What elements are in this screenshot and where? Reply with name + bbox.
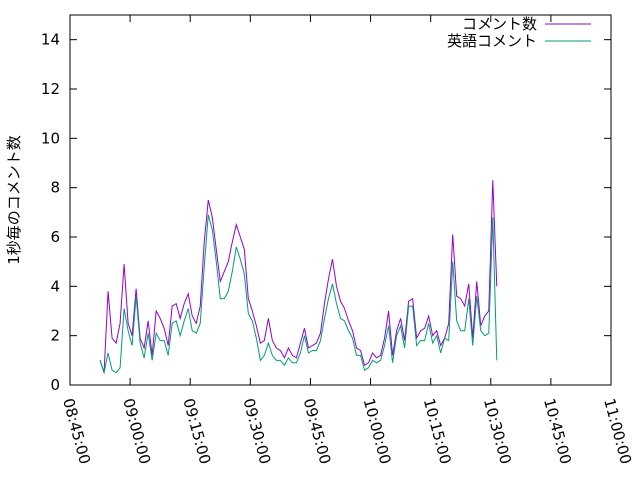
y-axis-label: 1秒毎のコメント数 bbox=[5, 135, 23, 265]
legend-label-english-comments: 英語コメント bbox=[447, 32, 537, 50]
y-tick-label-0: 0 bbox=[50, 376, 60, 394]
y-tick-label-1: 2 bbox=[50, 327, 60, 345]
y-tick-label-2: 4 bbox=[50, 277, 60, 295]
plot-frame bbox=[69, 14, 612, 386]
y-tick-label-6: 12 bbox=[41, 80, 60, 98]
series-comments-line bbox=[99, 180, 498, 373]
legend: コメント数 英語コメント bbox=[447, 15, 591, 50]
y-axis: 0 2 4 6 8 10 12 14 bbox=[41, 31, 611, 394]
y-tick-label-3: 6 bbox=[50, 228, 60, 246]
y-tick-label-7: 14 bbox=[41, 31, 60, 49]
series-layer bbox=[99, 180, 498, 375]
legend-label-comments: コメント数 bbox=[462, 15, 537, 33]
y-tick-label-5: 10 bbox=[41, 129, 60, 147]
series-english-comments-line bbox=[99, 214, 498, 375]
y-tick-label-4: 8 bbox=[50, 179, 60, 197]
